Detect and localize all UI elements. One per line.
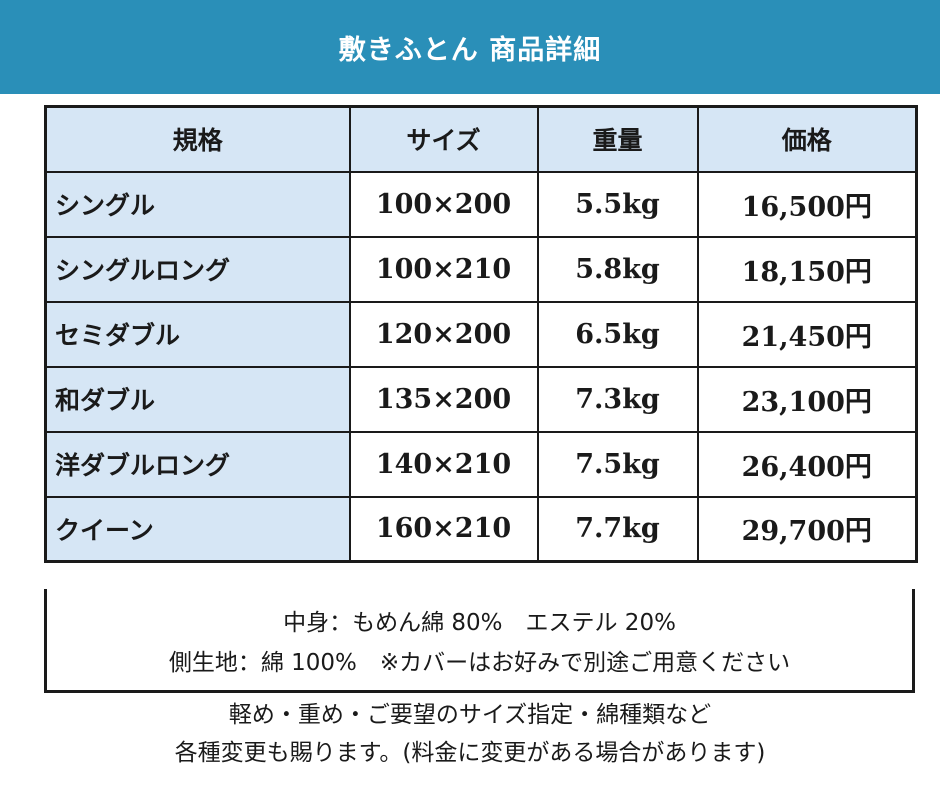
- table-header-row: 規格 サイズ 重量 価格: [44, 105, 918, 173]
- row-weight: 7.3kg: [536, 365, 699, 433]
- row-weight: 7.7kg: [536, 495, 699, 563]
- material-notes: 中身：もめん綿 80% エステル 20% 側生地：綿 100% ※カバーはお好み…: [44, 589, 915, 693]
- row-size: 120×200: [348, 300, 539, 368]
- row-size: 140×210: [348, 430, 539, 498]
- row-name: セミダブル: [44, 300, 351, 368]
- footer-line-2: 各種変更も賜ります。(料金に変更がある場合があります): [174, 740, 766, 766]
- spec-table: 規格 サイズ 重量 価格 シングル 100×200 5.5kg 16,500円 …: [44, 105, 918, 563]
- row-size: 100×200: [348, 170, 539, 238]
- row-name: 洋ダブルロング: [44, 430, 351, 498]
- table-row: シングル 100×200 5.5kg 16,500円: [44, 170, 918, 238]
- table-row: シングルロング 100×210 5.8kg 18,150円: [44, 235, 918, 303]
- row-size: 160×210: [348, 495, 539, 563]
- row-size: 135×200: [348, 365, 539, 433]
- row-price: 16,500円: [696, 170, 918, 238]
- row-price: 18,150円: [696, 235, 918, 303]
- column-header-weight: 重量: [536, 105, 699, 173]
- footer-text: 軽め・重め・ご要望のサイズ指定・綿種類など 各種変更も賜ります。(料金に変更があ…: [0, 696, 940, 772]
- notes-filling: 中身：もめん綿 80% エステル 20%: [283, 609, 676, 636]
- row-price: 29,700円: [696, 495, 918, 563]
- table-row: 和ダブル 135×200 7.3kg 23,100円: [44, 365, 918, 433]
- row-price: 26,400円: [696, 430, 918, 498]
- row-weight: 5.8kg: [536, 235, 699, 303]
- table-row: クイーン 160×210 7.7kg 29,700円: [44, 495, 918, 563]
- row-weight: 6.5kg: [536, 300, 699, 368]
- row-name: クイーン: [44, 495, 351, 563]
- row-price: 21,450円: [696, 300, 918, 368]
- column-header-price: 価格: [696, 105, 918, 173]
- row-weight: 5.5kg: [536, 170, 699, 238]
- row-name: シングルロング: [44, 235, 351, 303]
- header-banner: 敷きふとん 商品詳細: [0, 0, 940, 94]
- notes-fabric: 側生地：綿 100% ※カバーはお好みで別途ご用意ください: [168, 649, 791, 676]
- table-row: 洋ダブルロング 140×210 7.5kg 26,400円: [44, 430, 918, 498]
- column-header-spec: 規格: [44, 105, 351, 173]
- row-price: 23,100円: [696, 365, 918, 433]
- table-row: セミダブル 120×200 6.5kg 21,450円: [44, 300, 918, 368]
- row-weight: 7.5kg: [536, 430, 699, 498]
- row-name: 和ダブル: [44, 365, 351, 433]
- row-size: 100×210: [348, 235, 539, 303]
- row-name: シングル: [44, 170, 351, 238]
- page-title: 敷きふとん 商品詳細: [338, 34, 602, 66]
- column-header-size: サイズ: [348, 105, 539, 173]
- footer-line-1: 軽め・重め・ご要望のサイズ指定・綿種類など: [228, 702, 712, 728]
